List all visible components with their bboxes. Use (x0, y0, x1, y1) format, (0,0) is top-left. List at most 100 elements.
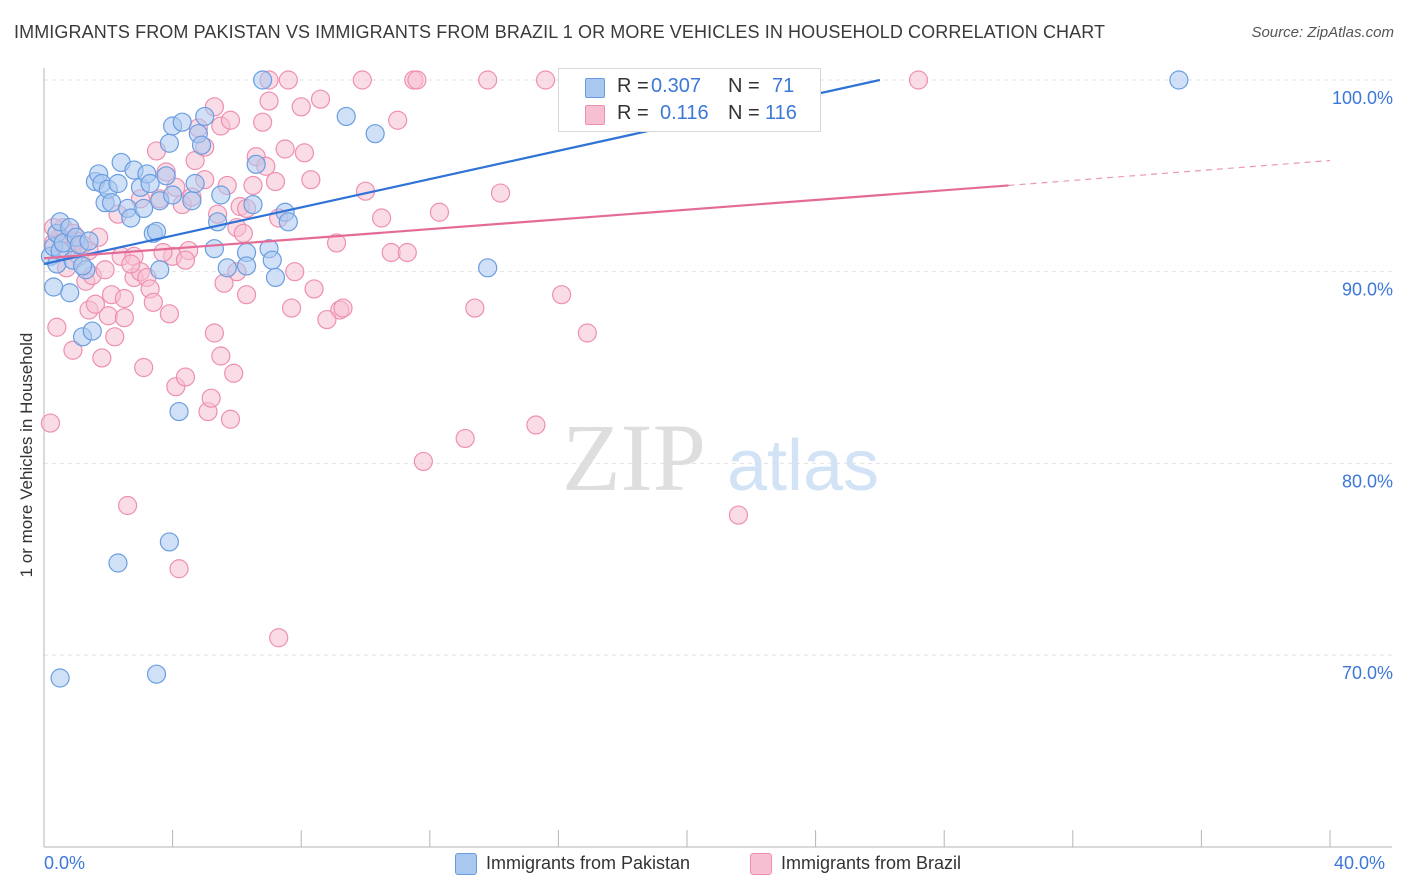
pakistan-point (236, 256, 257, 276)
pakistan-point (191, 135, 212, 155)
brazil-point (243, 175, 263, 196)
brazil-point (236, 285, 257, 305)
bottom-legend-brazil: Immigrants from Brazil (750, 852, 1000, 876)
brazil-point (269, 628, 289, 648)
legend-row-pakistan: R = 0.307 N = 71 (559, 73, 820, 101)
brazil-point (224, 363, 244, 383)
brazil-trend-line (43, 184, 1009, 260)
brazil-point (281, 298, 302, 318)
brazil-point (114, 288, 134, 309)
brazil-point (211, 346, 231, 366)
brazil-point (397, 242, 417, 263)
brazil-point (465, 298, 485, 318)
brazil-point (98, 306, 118, 326)
brazil-point (121, 254, 141, 274)
source-label: Source: ZipAtlas.com (1251, 24, 1394, 41)
y-tick-label: 70.0% (1342, 663, 1393, 683)
pakistan-point (146, 664, 167, 684)
pakistan-point (82, 321, 102, 341)
pakistan-point (169, 401, 189, 422)
brazil-point (114, 308, 134, 328)
y-tick-label: 90.0% (1342, 280, 1393, 300)
pakistan-point (243, 194, 263, 215)
brazil-point (455, 428, 475, 449)
brazil-point (285, 262, 305, 282)
chart-title: IMMIGRANTS FROM PAKISTAN VS IMMIGRANTS F… (14, 22, 1106, 42)
pakistan-point (262, 250, 282, 270)
pakistan-point (72, 256, 93, 276)
pakistan-point (253, 70, 273, 90)
series-brazil-points (40, 70, 929, 648)
brazil-point (92, 348, 112, 368)
legend-swatch-pakistan (585, 78, 605, 98)
pakistan-point (336, 106, 356, 127)
brazil-point (526, 415, 546, 435)
brazil-point (143, 292, 163, 312)
gridlines (44, 79, 1392, 656)
pakistan-point (365, 124, 385, 144)
brazil-point (294, 143, 315, 163)
brazil-point (291, 97, 311, 117)
brazil-point (381, 242, 401, 263)
brazil-point (490, 183, 511, 203)
brazil-point (201, 388, 221, 408)
y-tick-label: 100.0% (1332, 88, 1393, 108)
bottom-legend-swatch-pakistan (455, 853, 477, 875)
pakistan-point (146, 221, 167, 242)
pakistan-point (79, 231, 99, 251)
legend-swatch-brazil (585, 105, 605, 125)
brazil-point (388, 110, 408, 130)
watermark: ZIP atlas (562, 404, 879, 511)
brazil-trend-extension (1008, 159, 1331, 187)
pakistan-point (108, 173, 128, 194)
series-pakistan-points (40, 70, 1189, 688)
brazil-point (134, 357, 154, 378)
brazil-point (333, 298, 353, 318)
pakistan-point (185, 173, 205, 194)
brazil-point (577, 323, 597, 343)
brazil-point (304, 279, 324, 299)
brazil-point (175, 250, 196, 270)
pakistan-point (182, 191, 202, 211)
brazil-point (552, 285, 572, 305)
brazil-point (169, 559, 189, 579)
legend-n-label: N = (728, 75, 760, 97)
pakistan-point (172, 112, 192, 132)
brazil-point (253, 112, 273, 132)
pakistan-point (265, 267, 286, 288)
pakistan-point (217, 258, 237, 278)
legend-r-label: R = (617, 75, 649, 97)
legend-row-brazil: R = 0.116 N = 116 (559, 100, 820, 128)
brazil-point (317, 309, 337, 330)
brazil-point (220, 110, 241, 130)
watermark-zip: ZIP (562, 404, 706, 511)
legend-r-label: R = (617, 102, 649, 124)
bottom-legend-label-pakistan: Immigrants from Pakistan (486, 853, 691, 873)
legend-n-value: 116 (765, 102, 797, 124)
pakistan-point (50, 668, 70, 688)
pakistan-point (60, 283, 80, 303)
brazil-point (159, 304, 179, 324)
legend-n-label: N = (728, 102, 760, 124)
pakistan-point (159, 133, 179, 153)
pakistan-point (140, 173, 160, 194)
x-tick-label-min: 0.0% (44, 853, 86, 873)
brazil-point (535, 70, 556, 90)
pakistan-point (204, 239, 224, 259)
bottom-legend-pakistan: Immigrants from Pakistan (455, 852, 725, 876)
bottom-legend-label-brazil: Immigrants from Brazil (781, 853, 962, 873)
brazil-point (275, 139, 295, 159)
brazil-point (371, 208, 392, 228)
brazil-point (63, 340, 83, 360)
pakistan-point (156, 166, 176, 186)
pakistan-point (134, 198, 154, 219)
legend-r-value: 0.116 (660, 102, 709, 124)
brazil-point (85, 294, 106, 314)
brazil-point (265, 171, 286, 192)
pakistan-point (1169, 70, 1189, 90)
pakistan-point (150, 260, 170, 280)
y-tick-label: 80.0% (1342, 471, 1393, 491)
pakistan-point (478, 258, 498, 278)
brazil-point (413, 451, 433, 472)
